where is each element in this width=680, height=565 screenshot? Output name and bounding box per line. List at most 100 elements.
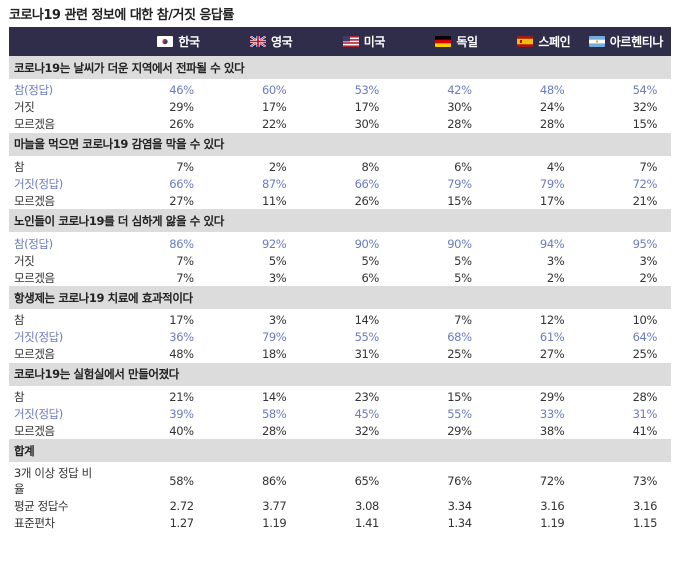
- value-cell: 14%: [354, 313, 380, 328]
- row-label: 모르겠음: [14, 347, 55, 362]
- table-row: 거짓 7% 5% 5% 5% 3% 3%: [9, 252, 671, 269]
- value-cell: 29%: [169, 100, 194, 115]
- value-cell: 48%: [539, 83, 565, 98]
- value-cell: 3%: [546, 253, 565, 268]
- value-cell: 94%: [539, 236, 565, 251]
- value-cell: 7%: [639, 160, 658, 175]
- section-header-row: 마늘을 먹으면 코로나19 감염을 막을 수 있다: [9, 132, 671, 156]
- table-row: 평균 정답수 2.72 3.77 3.08 3.34 3.16 3.16: [9, 497, 671, 514]
- country-name: 영국: [271, 35, 293, 49]
- section-title: 항생제는 코로나19 치료에 효과적이다: [14, 290, 193, 305]
- row-label: 참: [14, 390, 25, 405]
- value-cell: 45%: [354, 407, 380, 422]
- usa-flag-icon: [342, 36, 359, 47]
- value-cell: 66%: [169, 177, 194, 191]
- spain-flag-icon: [517, 36, 534, 47]
- value-cell: 7%: [176, 253, 194, 268]
- value-cell: 22%: [261, 117, 287, 132]
- value-cell: 5%: [454, 270, 472, 285]
- value-cell: 1.19: [262, 515, 287, 530]
- value-cell: 95%: [632, 236, 658, 251]
- value-cell: 18%: [261, 347, 287, 362]
- value-cell: 3%: [639, 253, 658, 268]
- country-header: 미국: [300, 27, 393, 56]
- value-cell: 73%: [632, 474, 658, 489]
- table-row: 3개 이상 정답 비율 58% 86% 65% 76% 72% 73%: [9, 465, 671, 497]
- value-cell: 17%: [169, 313, 194, 328]
- value-cell: 58%: [261, 407, 287, 422]
- value-cell: 53%: [354, 83, 380, 98]
- value-cell: 11%: [261, 193, 287, 208]
- table-row: 참 7% 2% 8% 6% 4% 7%: [9, 159, 671, 176]
- value-cell: 72%: [632, 177, 658, 191]
- value-cell: 68%: [447, 330, 472, 345]
- value-cell: 5%: [361, 253, 380, 268]
- value-cell: 26%: [169, 117, 194, 132]
- korea-flag-icon: [157, 36, 174, 47]
- value-cell: 64%: [632, 330, 658, 345]
- section-header-row: 노인들이 코로나19를 더 심하게 앓을 수 있다: [9, 209, 671, 233]
- table-row: 모르겠음 26% 22% 30% 28% 28% 15%: [9, 116, 671, 133]
- value-cell: 23%: [354, 390, 380, 405]
- value-cell: 1.27: [169, 515, 194, 530]
- value-cell: 6%: [361, 270, 380, 285]
- value-cell: 29%: [539, 390, 565, 405]
- value-cell: 1.15: [632, 515, 657, 530]
- value-cell: 6%: [454, 160, 472, 175]
- value-cell: 7%: [176, 270, 194, 285]
- value-cell: 3%: [268, 313, 287, 328]
- value-cell: 65%: [354, 474, 380, 489]
- row-label: 참(정답): [14, 236, 53, 251]
- country-name: 미국: [363, 35, 386, 49]
- table-row: 참(정답) 86% 92% 90% 90% 94% 95%: [9, 235, 671, 252]
- value-cell: 15%: [447, 193, 472, 208]
- value-cell: 8%: [361, 160, 380, 175]
- value-cell: 10%: [632, 313, 658, 328]
- value-cell: 30%: [447, 100, 472, 115]
- value-cell: 3.16: [540, 498, 565, 513]
- value-cell: 5%: [454, 253, 472, 268]
- value-cell: 40%: [169, 423, 194, 438]
- value-cell: 72%: [539, 474, 565, 489]
- row-label: 평균 정답수: [14, 498, 69, 513]
- value-cell: 39%: [169, 407, 194, 422]
- value-cell: 3.34: [447, 498, 472, 513]
- table-row: 모르겠음 7% 3% 6% 5% 2% 2%: [9, 269, 671, 286]
- value-cell: 66%: [354, 177, 380, 191]
- section-title: 코로나19는 실험실에서 만들어졌다: [14, 367, 179, 382]
- country-header: 아르헨티나: [578, 27, 671, 56]
- section-header-row: 항생제는 코로나19 치료에 효과적이다: [9, 286, 671, 310]
- section-title: 합계: [14, 443, 35, 458]
- country-name: 한국: [178, 35, 200, 49]
- table-row: 거짓(정답) 39% 58% 45% 55% 33% 31%: [9, 406, 671, 423]
- section-title: 마늘을 먹으면 코로나19 감염을 막을 수 있다: [14, 137, 224, 152]
- value-cell: 36%: [169, 330, 194, 345]
- row-label: 거짓(정답): [14, 330, 63, 345]
- value-cell: 33%: [539, 407, 565, 422]
- value-cell: 1.34: [447, 515, 472, 530]
- row-label: 표준편차: [14, 515, 55, 530]
- uk-flag-icon: [250, 36, 267, 47]
- row-label: 참: [14, 313, 25, 328]
- value-cell: 3.16: [632, 498, 657, 513]
- table-row: 거짓 29% 17% 17% 30% 24% 32%: [9, 99, 671, 116]
- value-cell: 92%: [261, 236, 287, 251]
- value-cell: 58%: [169, 474, 194, 489]
- page-title: 코로나19 관련 정보에 대한 참/거짓 응답률: [9, 8, 234, 23]
- value-cell: 4%: [546, 160, 565, 175]
- value-cell: 32%: [354, 423, 380, 438]
- section-header-row: 코로나19는 실험실에서 만들어졌다: [9, 362, 671, 386]
- row-label: 모르겠음: [14, 117, 55, 132]
- value-cell: 28%: [447, 117, 472, 132]
- value-cell: 60%: [261, 83, 287, 98]
- table-row: 표준편차 1.27 1.19 1.41 1.34 1.19 1.15: [9, 514, 671, 531]
- value-cell: 21%: [632, 193, 658, 208]
- table-row: 모르겠음 48% 18% 31% 25% 27% 25%: [9, 346, 671, 363]
- value-cell: 3%: [268, 270, 287, 285]
- section-header-row: 코로나19는 날씨가 더운 지역에서 전파될 수 있다: [9, 56, 671, 79]
- row-label: 모르겠음: [14, 193, 55, 208]
- value-cell: 25%: [447, 347, 472, 362]
- table-row: 참 21% 14% 23% 15% 29% 28%: [9, 389, 671, 406]
- country-name: 독일: [456, 35, 478, 49]
- value-cell: 32%: [632, 100, 658, 115]
